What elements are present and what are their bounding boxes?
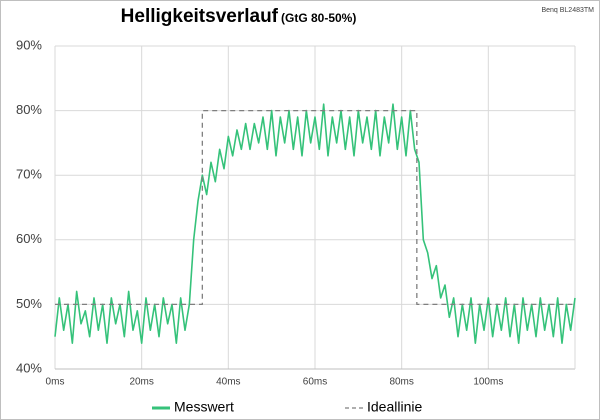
y-tick-label: 90% [16,37,42,52]
y-tick-label: 80% [16,102,42,117]
y-tick-label: 70% [16,167,42,182]
chart-subtitle: (GtG 80-50%) [281,11,356,25]
x-tick-label: 0ms [46,377,65,388]
legend-label: Messwert [174,399,234,415]
x-tick-label: 20ms [129,377,153,388]
x-tick-label: 40ms [216,377,240,388]
x-tick-label: 60ms [303,377,327,388]
legend-label: Ideallinie [367,399,422,415]
y-tick-label: 40% [16,360,42,375]
data-line [55,109,575,306]
x-tick-label: 100ms [473,377,503,388]
annotation: Benq BL2483TM [541,7,594,14]
chart-title: Helligkeitsverlauf [121,6,279,27]
x-tick-label: 80ms [389,377,413,388]
y-tick-label: 50% [16,296,42,311]
data-line [54,103,576,344]
y-tick-label: 60% [16,231,42,246]
